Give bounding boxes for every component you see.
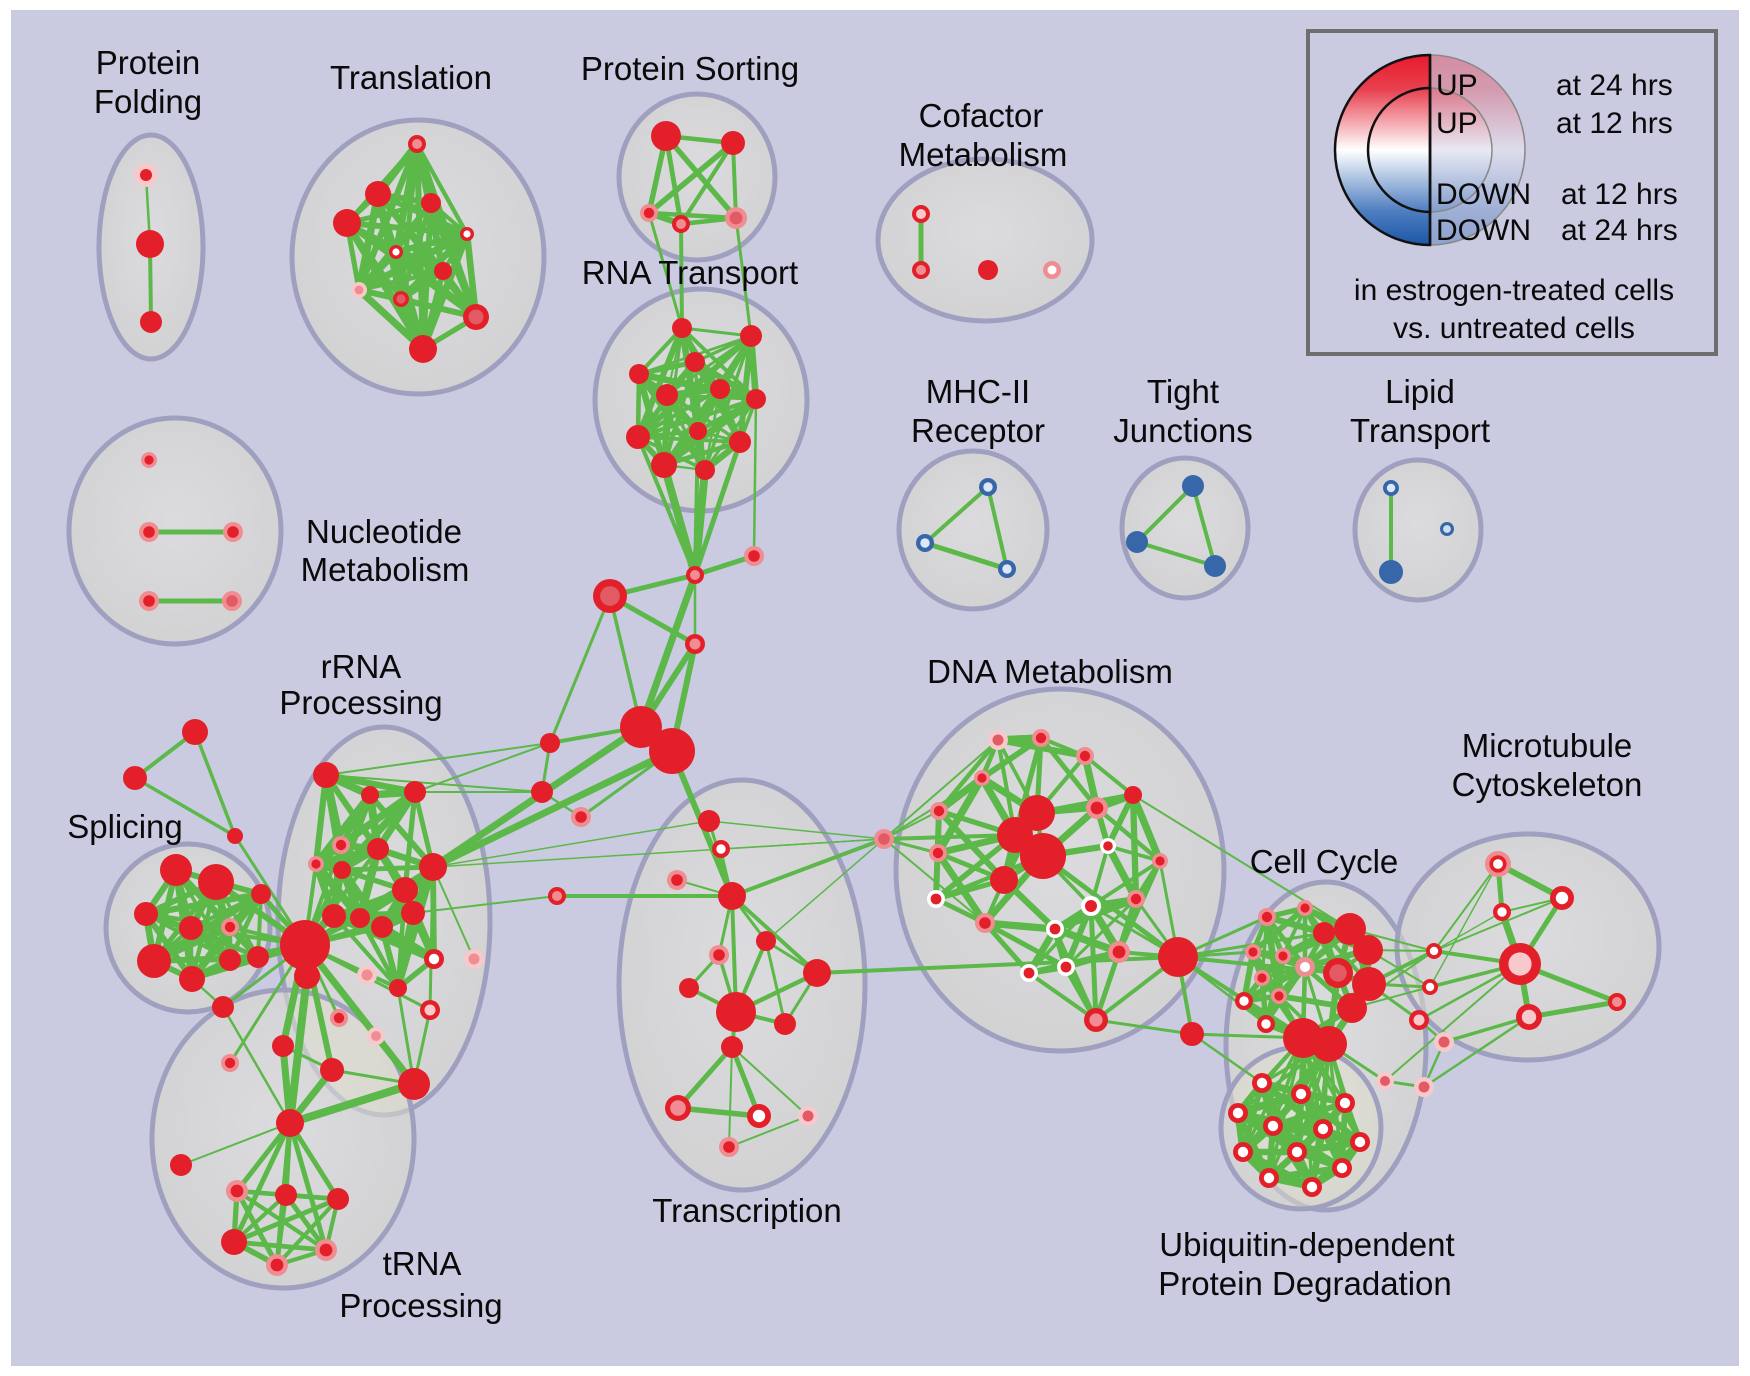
- svg-text:Splicing: Splicing: [67, 808, 183, 845]
- svg-text:in estrogen-treated cells: in estrogen-treated cells: [1354, 274, 1674, 307]
- svg-text:Cofactor: Cofactor: [919, 97, 1044, 134]
- svg-text:Transcription: Transcription: [652, 1192, 842, 1229]
- svg-text:Processing: Processing: [339, 1287, 502, 1324]
- svg-text:UP: UP: [1436, 69, 1478, 102]
- svg-text:Cell Cycle: Cell Cycle: [1250, 843, 1399, 880]
- svg-text:Translation: Translation: [330, 59, 492, 96]
- svg-text:Metabolism: Metabolism: [899, 136, 1068, 173]
- svg-text:DOWN: DOWN: [1436, 178, 1531, 211]
- svg-text:tRNA: tRNA: [383, 1245, 462, 1282]
- svg-text:Tight: Tight: [1147, 373, 1219, 410]
- svg-text:Cytoskeleton: Cytoskeleton: [1452, 766, 1643, 803]
- svg-text:rRNA: rRNA: [321, 648, 402, 685]
- svg-text:at 12 hrs: at 12 hrs: [1556, 107, 1673, 140]
- svg-text:MHC-II: MHC-II: [926, 373, 1030, 410]
- svg-text:at 24 hrs: at 24 hrs: [1561, 214, 1678, 247]
- svg-text:Junctions: Junctions: [1113, 412, 1252, 449]
- svg-text:vs. untreated cells: vs. untreated cells: [1393, 312, 1635, 345]
- svg-text:Protein: Protein: [96, 44, 201, 81]
- svg-text:UP: UP: [1436, 107, 1478, 140]
- svg-text:Processing: Processing: [279, 684, 442, 721]
- svg-text:Metabolism: Metabolism: [301, 551, 470, 588]
- svg-text:Microtubule: Microtubule: [1462, 727, 1633, 764]
- svg-text:at 12 hrs: at 12 hrs: [1561, 178, 1678, 211]
- svg-text:Nucleotide: Nucleotide: [306, 513, 462, 550]
- svg-text:DNA Metabolism: DNA Metabolism: [927, 653, 1173, 690]
- svg-text:Lipid: Lipid: [1385, 373, 1455, 410]
- svg-text:RNA Transport: RNA Transport: [582, 254, 798, 291]
- svg-text:at 24 hrs: at 24 hrs: [1556, 69, 1673, 102]
- svg-text:Receptor: Receptor: [911, 412, 1045, 449]
- svg-text:Protein Degradation: Protein Degradation: [1158, 1265, 1452, 1302]
- svg-text:Ubiquitin-dependent: Ubiquitin-dependent: [1159, 1226, 1454, 1263]
- svg-text:DOWN: DOWN: [1436, 214, 1531, 247]
- svg-text:Folding: Folding: [94, 83, 202, 120]
- svg-text:Protein Sorting: Protein Sorting: [581, 50, 799, 87]
- svg-text:Transport: Transport: [1350, 412, 1490, 449]
